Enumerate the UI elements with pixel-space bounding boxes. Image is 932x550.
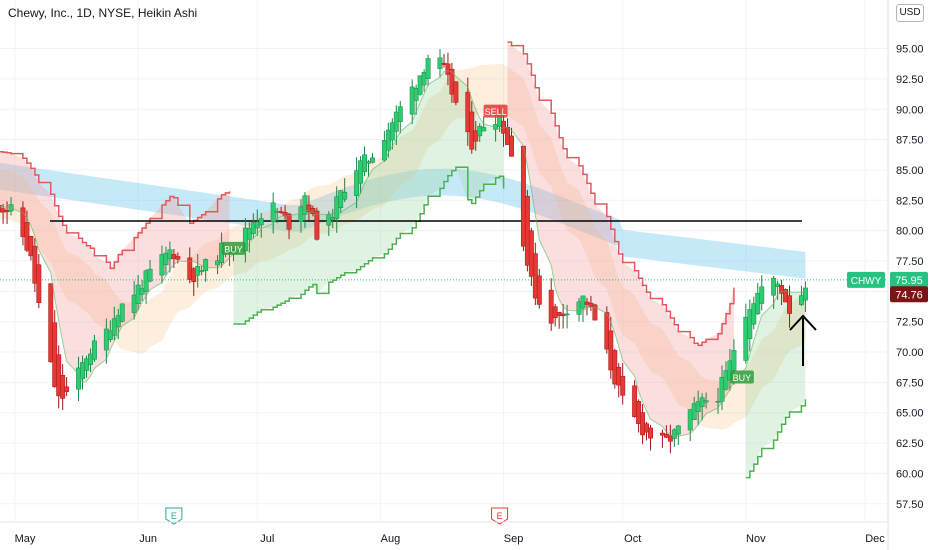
sell-zone-fill [0, 42, 734, 437]
symbol-tag [847, 271, 885, 288]
candle-body [703, 400, 709, 403]
candle-body [286, 213, 292, 230]
y-tick-label: 77.50 [896, 256, 924, 268]
candle-body [536, 275, 542, 305]
candle-body [175, 256, 181, 260]
candle-body [91, 340, 97, 360]
y-tick-label: 70.00 [896, 347, 924, 359]
candle-body [481, 127, 487, 132]
y-tick-label: 90.00 [896, 104, 924, 116]
candle-body [36, 264, 42, 303]
candle-body [715, 400, 721, 403]
candle-body [453, 81, 459, 103]
y-tick-label: 60.00 [896, 468, 924, 480]
currency-button[interactable]: USD [896, 4, 924, 22]
candle-body [564, 313, 570, 316]
x-tick-label: Nov [746, 533, 766, 545]
x-tick-label: Oct [624, 533, 641, 545]
candle-body [759, 286, 765, 304]
chart-title: Chewy, Inc., 1D, NYSE, Heikin Ashi [8, 6, 198, 20]
candle-body [509, 135, 514, 157]
x-tick-label: Jun [139, 533, 157, 545]
candle-body [64, 386, 70, 392]
price-tag-value: 75.95 [895, 275, 923, 287]
buy-zone-fill [233, 70, 806, 478]
candle-body [203, 259, 209, 271]
candle-body [592, 304, 598, 321]
price-tag-value: 74.76 [895, 289, 923, 301]
candle-body [370, 157, 375, 163]
candle-body [147, 268, 153, 282]
candle-body [425, 58, 431, 79]
y-tick-label: 72.50 [896, 317, 924, 329]
y-tick-label: 67.50 [896, 377, 924, 389]
x-tick-label: Aug [381, 533, 401, 545]
candle-body [802, 287, 808, 301]
signal-badge [483, 104, 508, 118]
earnings-label: E [497, 511, 503, 521]
y-tick-label: 95.00 [896, 44, 924, 56]
orange-band [0, 63, 806, 430]
y-tick-label: 57.50 [896, 499, 924, 511]
candle-body [620, 375, 626, 396]
blue-band [0, 162, 806, 279]
signal-label: SELL [485, 107, 507, 117]
price-tag [890, 271, 928, 288]
y-tick-label: 92.50 [896, 74, 924, 86]
y-tick-label: 62.50 [896, 438, 924, 450]
y-tick-label: 85.00 [896, 165, 924, 177]
y-tick-label: 82.50 [896, 195, 924, 207]
signal-badge [729, 370, 754, 384]
lower-stop-line [233, 166, 807, 479]
y-tick-label: 80.00 [896, 226, 924, 238]
x-tick-label: Jul [260, 533, 274, 545]
up-arrow-annotation [789, 314, 817, 366]
signal-label: BUY [224, 244, 243, 254]
y-tick-label: 65.00 [896, 408, 924, 420]
candle-body [397, 106, 403, 122]
candle-body [314, 210, 320, 240]
signal-badge [221, 241, 246, 255]
symbol-tag-label: CHWY [851, 276, 882, 287]
earnings-label: E [171, 511, 177, 521]
y-tick-label: 87.50 [896, 135, 924, 147]
candle-body [342, 191, 348, 200]
candle-body [648, 427, 653, 439]
ema-line [0, 70, 806, 437]
x-tick-label: Sep [504, 533, 524, 545]
candle-body [119, 303, 125, 322]
price-tag [890, 286, 928, 303]
x-tick-label: May [15, 533, 36, 545]
candle-body [258, 218, 264, 226]
candle-body [199, 270, 205, 272]
candle-body [675, 425, 681, 435]
signal-label: BUY [733, 373, 752, 383]
candle-body [731, 350, 737, 371]
candle-body [787, 295, 792, 314]
x-tick-label: Dec [865, 533, 885, 545]
